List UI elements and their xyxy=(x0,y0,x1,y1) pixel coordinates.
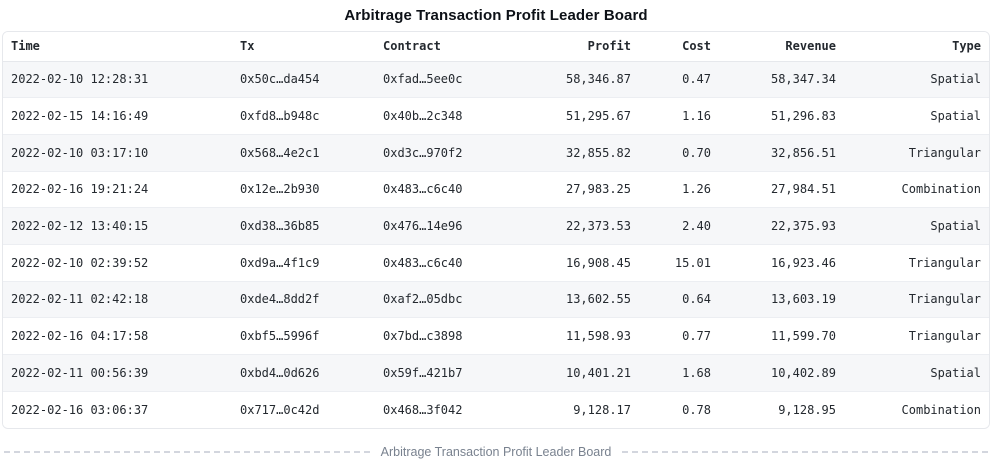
cell-contract: 0x40b…2c348 xyxy=(383,109,463,124)
cell-profit: 22,373.53 xyxy=(565,219,631,234)
cell-revenue: 22,375.93 xyxy=(770,219,836,234)
cell-contract: 0x59f…421b7 xyxy=(383,365,463,380)
table-row: 2022-02-11 02:42:18 0xde4…8dd2f 0xaf2…05db… xyxy=(3,281,989,318)
cell-tx: 0x717…0c42d xyxy=(240,402,320,417)
column-header-type: Type xyxy=(844,32,989,62)
table-row: 2022-02-11 00:56:39 0xbd4…0d626 0x59f…421b… xyxy=(3,354,989,392)
table-body: 2022-02-10 12:28:31 0x50c…da454 0xfad…5ee0… xyxy=(3,61,989,428)
cell-revenue: 10,402.89 xyxy=(770,365,836,380)
cell-profit: 10,401.21 xyxy=(565,365,631,380)
cell-revenue: 11,599.70 xyxy=(770,329,836,344)
cell-type: Spatial xyxy=(930,109,981,124)
leaderboard-table: Time Tx Contract Profit Cost Revenue Type 2022… xyxy=(3,32,989,428)
cell-type: Combination xyxy=(901,182,981,197)
cell-profit: 11,598.93 xyxy=(565,329,631,344)
cell-cost: 0.78 xyxy=(682,402,711,417)
cell-tx: 0xbd4…0d626 xyxy=(240,365,320,380)
cell-contract: 0xd3c…970f2 xyxy=(383,145,463,160)
cell-profit: 58,346.87 xyxy=(565,72,631,87)
leaderboard-table-container: Time Tx Contract Profit Cost Revenue Type 2022… xyxy=(2,31,990,429)
table-row: 2022-02-16 03:06:37 0x717…0c42d 0x468…3f04… xyxy=(3,391,989,428)
cell-tx: 0xde4…8dd2f xyxy=(240,292,320,307)
cell-time: 2022-02-12 13:40:15 xyxy=(11,219,149,234)
cell-revenue: 27,984.51 xyxy=(770,182,836,197)
cell-cost: 0.77 xyxy=(682,329,711,344)
column-header-cost: Cost xyxy=(639,32,719,62)
cell-contract: 0x476…14e96 xyxy=(383,219,463,234)
leaderboard-panel: Arbitrage Transaction Profit Leader Boar… xyxy=(2,0,990,459)
cell-tx: 0xbf5…5996f xyxy=(240,329,320,344)
cell-type: Spatial xyxy=(930,72,981,87)
cell-type: Combination xyxy=(901,402,981,417)
cell-cost: 1.26 xyxy=(682,182,711,197)
cell-profit: 9,128.17 xyxy=(573,402,631,417)
table-header-row: Time Tx Contract Profit Cost Revenue Type xyxy=(3,32,989,62)
cell-contract: 0x483…c6c40 xyxy=(383,182,463,197)
cell-cost: 1.68 xyxy=(682,365,711,380)
cell-revenue: 58,347.34 xyxy=(770,72,836,87)
cell-profit: 32,855.82 xyxy=(565,145,631,160)
table-row: 2022-02-16 19:21:24 0x12e…2b930 0x483…c6c4… xyxy=(3,171,989,208)
figure-caption: Arbitrage Transaction Profit Leader Boar… xyxy=(4,445,988,459)
table-row: 2022-02-10 02:39:52 0xd9a…4f1c9 0x483…c6c4… xyxy=(3,244,989,282)
cell-revenue: 32,856.51 xyxy=(770,145,836,160)
cell-time: 2022-02-10 03:17:10 xyxy=(11,145,149,160)
cell-revenue: 51,296.83 xyxy=(770,109,836,124)
cell-profit: 51,295.67 xyxy=(565,109,631,124)
cell-revenue: 16,923.46 xyxy=(770,255,836,270)
cell-contract: 0xaf2…05dbc xyxy=(383,292,463,307)
cell-type: Triangular xyxy=(908,145,981,160)
table-row: 2022-02-16 04:17:58 0xbf5…5996f 0x7bd…c389… xyxy=(3,317,989,355)
cell-type: Triangular xyxy=(908,292,981,307)
column-header-tx: Tx xyxy=(232,32,375,62)
table-row: 2022-02-15 14:16:49 0xfd8…b948c 0x40b…2c34… xyxy=(3,97,989,135)
cell-time: 2022-02-10 02:39:52 xyxy=(11,255,149,270)
cell-type: Spatial xyxy=(930,365,981,380)
column-header-revenue: Revenue xyxy=(719,32,844,62)
figure-caption-text: Arbitrage Transaction Profit Leader Boar… xyxy=(380,444,612,459)
cell-type: Triangular xyxy=(908,329,981,344)
cell-tx: 0xd9a…4f1c9 xyxy=(240,255,320,270)
cell-profit: 13,602.55 xyxy=(565,292,631,307)
cell-contract: 0x468…3f042 xyxy=(383,402,463,417)
cell-type: Triangular xyxy=(908,255,981,270)
cell-tx: 0x568…4e2c1 xyxy=(240,145,320,160)
table-row: 2022-02-10 03:17:10 0x568…4e2c1 0xd3c…970f… xyxy=(3,134,989,172)
cell-cost: 0.70 xyxy=(682,145,711,160)
cell-time: 2022-02-16 19:21:24 xyxy=(11,182,149,197)
cell-type: Spatial xyxy=(930,219,981,234)
cell-contract: 0xfad…5ee0c xyxy=(383,72,463,87)
cell-time: 2022-02-16 04:17:58 xyxy=(11,329,149,344)
cell-tx: 0x12e…2b930 xyxy=(240,182,320,197)
table-header: Time Tx Contract Profit Cost Revenue Type xyxy=(3,32,989,62)
cell-contract: 0x7bd…c3898 xyxy=(383,329,463,344)
column-header-profit: Profit xyxy=(517,32,639,62)
cell-cost: 1.16 xyxy=(682,109,711,124)
cell-profit: 16,908.45 xyxy=(565,255,631,270)
cell-time: 2022-02-11 00:56:39 xyxy=(11,365,149,380)
cell-contract: 0x483…c6c40 xyxy=(383,255,463,270)
cell-tx: 0xd38…36b85 xyxy=(240,219,320,234)
cell-revenue: 13,603.19 xyxy=(770,292,836,307)
cell-cost: 0.47 xyxy=(682,72,711,87)
cell-cost: 15.01 xyxy=(674,255,711,270)
table-row: 2022-02-10 12:28:31 0x50c…da454 0xfad…5ee0… xyxy=(3,61,989,98)
page-title: Arbitrage Transaction Profit Leader Boar… xyxy=(344,7,648,24)
cell-cost: 2.40 xyxy=(682,219,711,234)
column-header-contract: Contract xyxy=(375,32,517,62)
cell-tx: 0x50c…da454 xyxy=(240,72,320,87)
cell-time: 2022-02-15 14:16:49 xyxy=(11,109,149,124)
cell-time: 2022-02-16 03:06:37 xyxy=(11,402,149,417)
table-row: 2022-02-12 13:40:15 0xd38…36b85 0x476…14e9… xyxy=(3,207,989,245)
cell-revenue: 9,128.95 xyxy=(778,402,836,417)
cell-profit: 27,983.25 xyxy=(565,182,631,197)
cell-time: 2022-02-11 02:42:18 xyxy=(11,292,149,307)
cell-tx: 0xfd8…b948c xyxy=(240,109,320,124)
cell-time: 2022-02-10 12:28:31 xyxy=(11,72,149,87)
cell-cost: 0.64 xyxy=(682,292,711,307)
column-header-time: Time xyxy=(3,32,232,62)
